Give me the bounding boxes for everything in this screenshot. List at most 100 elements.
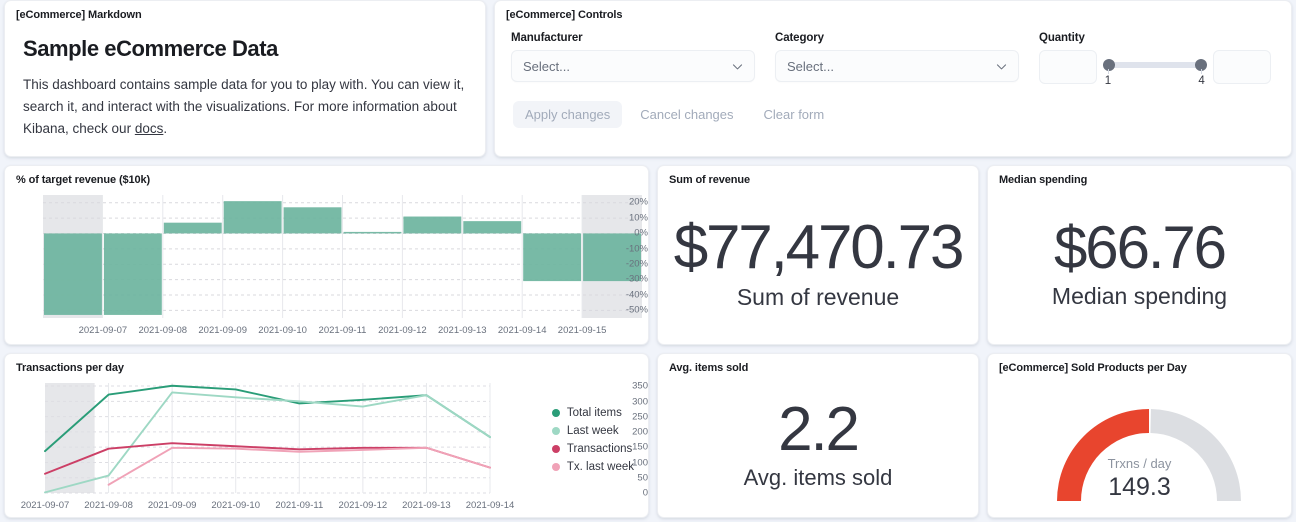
line-y-tick: 250 [632,411,648,423]
controls-panel-title: [eCommerce] Controls [506,9,623,21]
bar-x-tick: 2021-09-15 [557,324,607,336]
dashboard-row-1: [eCommerce] Markdown Sample eCommerce Da… [4,0,1292,157]
line-y-tick: 150 [632,441,648,453]
avg-items-sold-value: 2.2 [778,394,860,464]
quantity-range-wrap: 1 4 [1039,50,1271,89]
bar-x-tick: 2021-09-08 [138,324,188,336]
controls-panel: [eCommerce] Controls Manufacturer Select… [494,0,1292,157]
bar-y-tick: -10% [625,243,648,255]
quantity-max-input[interactable] [1213,50,1271,84]
sold-products-per-day-panel: [eCommerce] Sold Products per Day Trxns … [987,353,1292,518]
quantity-slider[interactable]: 1 4 [1103,50,1207,89]
sold-products-panel-title: [eCommerce] Sold Products per Day [999,362,1187,375]
bar-y-tick: -20% [625,258,648,270]
transactions-legend: Total items Last week Transactions Tx. last… [551,407,634,474]
legend-color-dot [551,463,560,472]
transactions-per-day-chart[interactable]: 0 50 100 150 200 250 300 350 2021-09-07 2021-09-0… [5,377,648,517]
bar-y-tick: 10% [628,212,648,224]
manufacturer-select[interactable]: Select... [511,50,755,82]
line-y-tick: 0 [642,487,648,499]
bar-x-tick: 2021-09-12 [378,324,427,336]
legend-item[interactable]: Tx. last week [551,461,634,474]
bar-x-tick: 2021-09-09 [198,324,247,336]
quantity-slider-track[interactable] [1103,59,1207,74]
legend-color-dot [551,445,560,454]
category-label: Category [775,32,824,44]
docs-link[interactable]: docs [134,121,164,136]
median-spending-label: Median spending [1051,282,1228,309]
bar-y-tick: -30% [625,273,648,285]
category-select[interactable]: Select... [775,50,1019,82]
line-y-tick: 200 [632,426,648,438]
bar-x-tick: 2021-09-13 [437,324,487,336]
line-x-tick: 2021-09-08 [84,500,133,512]
median-spending-value: $66.76 [1054,214,1227,282]
transactions-per-day-panel-title: Transactions per day [16,362,124,375]
controls-input-row: Manufacturer Select... Category Select..… [511,32,1277,89]
quantity-slider-handle-min[interactable] [1103,59,1115,71]
legend-item[interactable]: Last week [551,425,634,438]
manufacturer-control: Manufacturer Select... [511,32,755,82]
clear-form-button[interactable]: Clear form [752,101,837,128]
line-y-tick: 350 [632,380,648,392]
quantity-tick-min: 1 [1104,75,1112,87]
bar-x-tick: 2021-09-11 [318,324,367,336]
manufacturer-label: Manufacturer [511,32,583,44]
bar-x-tick: 2021-09-10 [258,324,307,336]
quantity-tick-line-max [1201,69,1202,74]
avg-items-sold-panel: Avg. items sold 2.2 Avg. items sold [657,353,979,518]
line-y-tick: 50 [637,472,648,484]
bar-y-tick: 20% [628,196,648,208]
avg-items-sold-metric: 2.2 Avg. items sold [658,377,978,517]
controls-panel-body: Manufacturer Select... Category Select..… [495,24,1291,156]
markdown-panel-title: [eCommerce] Markdown [16,9,142,21]
quantity-control: Quantity 1 [1039,32,1271,89]
sum-of-revenue-body: $77,470.73 Sum of revenue [658,189,978,345]
manufacturer-select-value: Select... [523,58,570,74]
legend-item[interactable]: Total items [551,407,634,420]
quantity-tick-line-min [1108,69,1109,74]
quantity-slider-handle-max[interactable] [1195,59,1207,71]
legend-label: Transactions [566,443,633,456]
markdown-text-before: This dashboard contains sample data for … [23,77,465,136]
median-spending-body: $66.76 Median spending [988,189,1291,345]
target-revenue-chart[interactable]: 20% 10% 0% -10% -20% -30% -40% -50% 2021-09-07 20… [5,189,648,345]
avg-items-sold-label: Avg. items sold [743,464,893,490]
dashboard-row-2: % of target revenue ($10k) 20% 10% 0% -10% -… [4,164,1292,346]
line-x-tick: 2021-09-10 [211,500,261,512]
markdown-text-after: . [163,121,168,136]
line-y-tick: 100 [632,457,648,469]
avg-items-sold-panel-title: Avg. items sold [669,362,749,375]
legend-color-dot [551,409,560,418]
line-x-tick: 2021-09-07 [20,500,70,512]
chevron-down-icon [731,60,744,73]
chevron-down-icon [995,60,1008,73]
bar-y-tick: -50% [625,304,648,316]
sum-of-revenue-label: Sum of revenue [736,283,900,310]
transactions-per-day-panel: Transactions per day 0 50 100 150 200 250 300 3… [4,353,649,518]
markdown-panel-body: Sample eCommerce Data This dashboard con… [5,24,485,156]
cancel-changes-button[interactable]: Cancel changes [628,101,745,128]
category-select-value: Select... [787,58,834,74]
controls-button-row: Apply changes Cancel changes Clear form [513,101,1277,128]
target-revenue-panel: % of target revenue ($10k) 20% 10% 0% -10% -… [4,164,649,346]
sum-of-revenue-panel-title: Sum of revenue [669,173,750,186]
median-spending-panel: Median spending $66.76 Median spending [987,164,1292,346]
quantity-slider-ticks: 1 4 [1105,75,1205,89]
sum-of-revenue-panel: Sum of revenue $77,470.73 Sum of revenue [657,164,979,346]
sold-products-gauge[interactable]: Trxns / day 149.3 [988,377,1291,517]
line-x-tick: 2021-09-12 [338,500,388,512]
legend-label: Total items [566,407,622,420]
category-control: Category Select... [775,32,1019,82]
quantity-min-input[interactable] [1039,50,1097,84]
legend-label: Tx. last week [566,461,634,474]
legend-item[interactable]: Transactions [551,443,634,456]
markdown-paragraph: This dashboard contains sample data for … [23,74,467,140]
dashboard-row-3: Transactions per day 0 50 100 150 200 250 300 3… [4,353,1292,518]
apply-changes-button[interactable]: Apply changes [513,101,623,128]
line-x-tick: 2021-09-09 [147,500,197,512]
bar-x-tick: 2021-09-07 [78,324,128,336]
avg-items-sold-body: 2.2 Avg. items sold [658,377,978,517]
sum-of-revenue-metric: $77,470.73 Sum of revenue [658,189,978,345]
legend-label: Last week [566,425,619,438]
